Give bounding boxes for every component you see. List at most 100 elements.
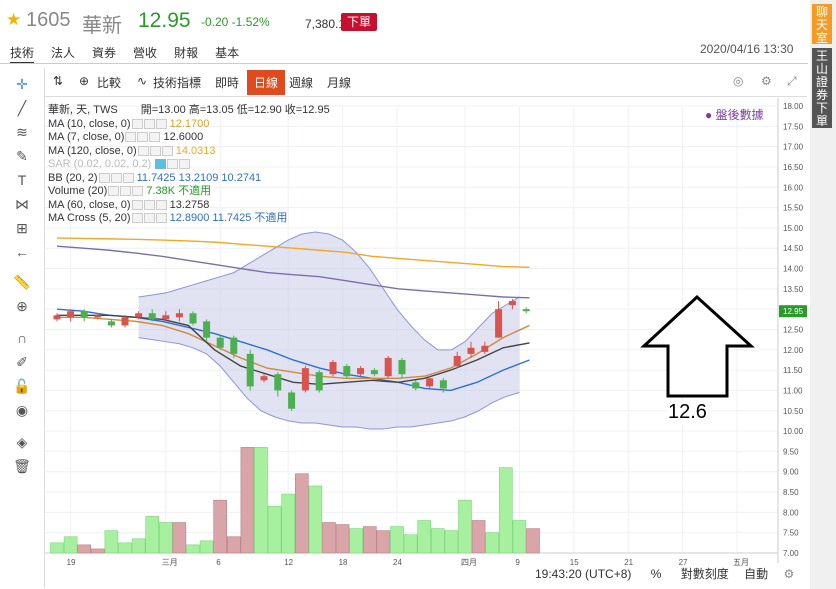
monthly-button[interactable]: 月線 [327, 76, 352, 90]
price-chart[interactable]: 18.00 17.50 17.00 16.50 16.00 15.50 15.00 14.50… [45, 98, 807, 588]
price-change: -0.20 -1.52% [201, 15, 270, 29]
measure-icon[interactable]: ⊞ [16, 220, 28, 236]
indicators-button[interactable]: 技術指標 [153, 76, 202, 90]
compare-icon[interactable]: ⇅ [53, 74, 64, 88]
tab-revenue[interactable]: 營收 [133, 46, 158, 60]
stock-code: 1605 [26, 9, 71, 31]
tab-technical[interactable]: 技術 [10, 44, 35, 64]
price-axis-tick: 8.50 [783, 488, 799, 497]
legend-macross: MA Cross (5, 20) 12.8900 11.7425 不適用 [48, 212, 330, 226]
post-market-data-label[interactable]: ● 盤後數據 [705, 108, 764, 122]
legend-bb: BB (20, 2) 11.7425 13.2109 10.2741 [48, 172, 330, 186]
auto-scale-toggle[interactable]: 自動 [744, 567, 769, 581]
legend-ma7-label: MA (7, close, 0) [48, 131, 125, 143]
candle-body [274, 374, 282, 391]
price-axis-tick: 12.00 [783, 346, 804, 355]
legend-ma10-value: 12.1700 [169, 117, 210, 130]
ma120-line [56, 237, 530, 269]
fib-icon[interactable]: ≋ [16, 124, 28, 140]
candle-body [426, 378, 434, 387]
weekly-button[interactable]: 週線 [289, 76, 314, 90]
percent-toggle[interactable]: % [650, 567, 662, 581]
crosshair-icon[interactable]: ✛ [16, 76, 28, 92]
candle-body [189, 313, 197, 324]
price-axis-tick: 14.50 [783, 244, 804, 253]
compare-button[interactable]: 比較 [97, 76, 122, 90]
volume-bar [159, 522, 173, 554]
fullscreen-icon[interactable]: ⤢ [787, 74, 797, 88]
candle-body [481, 345, 489, 352]
candle-body [343, 366, 351, 377]
legend-ma120: MA (120, close, 0) 14.0313 [48, 145, 330, 159]
volume-bar [186, 544, 200, 554]
candle-body [260, 376, 268, 381]
broker-order-button[interactable]: 王山證券下單 [812, 48, 832, 128]
volume-bar [376, 530, 391, 554]
legend-volume: Volume (20) 7.38K 不適用 [48, 185, 330, 199]
settings-gear-icon[interactable]: ⚙ [761, 74, 772, 88]
volume-bar [498, 467, 513, 554]
trendline-icon[interactable]: ╱ [17, 100, 27, 116]
lock-icon[interactable]: 🔓 [13, 378, 31, 394]
date-axis-tick: 24 [393, 558, 402, 567]
ma60-line [56, 245, 530, 299]
order-button[interactable]: 下單 [341, 13, 377, 31]
legend-bb-values: 11.7425 13.2109 10.2741 [136, 171, 262, 184]
volume-bar [322, 522, 336, 554]
text-icon[interactable]: T [17, 172, 27, 188]
price-axis-tick: 15.00 [783, 224, 804, 233]
drawing-toolbar: ✛ ╱ ≋ ✎ T ⋈ ⊞ ← 📏 ⊕ ∩ ✐ 🔓 ◉ ◈ 🗑 [0, 68, 45, 588]
camera-icon[interactable]: ◎ [733, 74, 744, 88]
bollinger-upper-line [138, 231, 520, 351]
legend-bb-label: BB (20, 2) [48, 171, 98, 184]
compare-add-icon[interactable]: ⊕ [79, 74, 90, 88]
brush-icon[interactable]: ✎ [16, 148, 28, 164]
lock-drawing-icon[interactable]: ✐ [16, 354, 28, 370]
magnet-icon[interactable]: ∩ [16, 330, 28, 346]
legend-volume-label: Volume (20) [48, 185, 108, 197]
tab-institutional[interactable]: 法人 [51, 46, 76, 60]
log-scale-toggle[interactable]: 對數刻度 [680, 567, 729, 581]
date-axis-tick: 9 [515, 558, 520, 567]
price-axis-tick: 15.50 [783, 204, 804, 213]
price-axis-tick: 9.50 [783, 447, 799, 456]
volume-bar [444, 530, 459, 554]
price-axis-tick: 8.00 [783, 508, 799, 517]
eye-icon[interactable]: ◉ [15, 402, 29, 418]
candle-body [135, 313, 143, 318]
intraday-button[interactable]: 即時 [215, 76, 240, 90]
daily-button[interactable]: 日線 [247, 70, 286, 95]
ruler-icon[interactable]: 📏 [13, 274, 31, 290]
volume-bar [172, 522, 187, 554]
legend-ma10-label: MA (10, close, 0) [48, 117, 131, 130]
date-axis-tick: 27 [679, 558, 688, 567]
candle-body [107, 321, 115, 326]
candle-body [67, 311, 75, 318]
clock-time: 19:43:20 (UTC+8) [535, 567, 632, 581]
layers-icon[interactable]: ◈ [16, 434, 28, 450]
indicator-icon[interactable]: ∿ [137, 74, 148, 88]
chart-toolbar: ⇅ ⊕ 比較 ∿ 技術指標 即時 日線 週線 月線 ◎ ⚙ ⤢ [45, 68, 807, 97]
tab-financials[interactable]: 財報 [174, 46, 199, 60]
zoom-in-icon[interactable]: ⊕ [16, 298, 28, 314]
volume-bar [104, 530, 119, 554]
pattern-icon[interactable]: ⋈ [15, 196, 29, 212]
candle-body [203, 321, 211, 338]
volume-bar [417, 520, 432, 554]
price-axis-tick: 11.00 [783, 386, 803, 395]
price-axis-tick: 7.00 [783, 549, 799, 558]
trash-icon[interactable]: 🗑 [13, 458, 31, 474]
back-arrow-icon[interactable]: ← [15, 244, 29, 260]
divider [0, 63, 808, 64]
volume-bar [145, 516, 159, 554]
date-axis-tick: 6 [216, 558, 221, 567]
annotation-value-label: 12.6 [668, 401, 707, 424]
settings-small-icon[interactable]: ⚙ [783, 567, 795, 581]
volume-bar [50, 542, 64, 554]
tab-basic[interactable]: 基本 [215, 46, 240, 60]
tab-margin[interactable]: 資券 [92, 46, 117, 60]
favorite-star-icon[interactable]: ★ [6, 10, 22, 29]
volume-bar [227, 536, 241, 554]
chat-room-button[interactable]: 聊天室 [812, 4, 832, 45]
candle-body [398, 359, 406, 375]
